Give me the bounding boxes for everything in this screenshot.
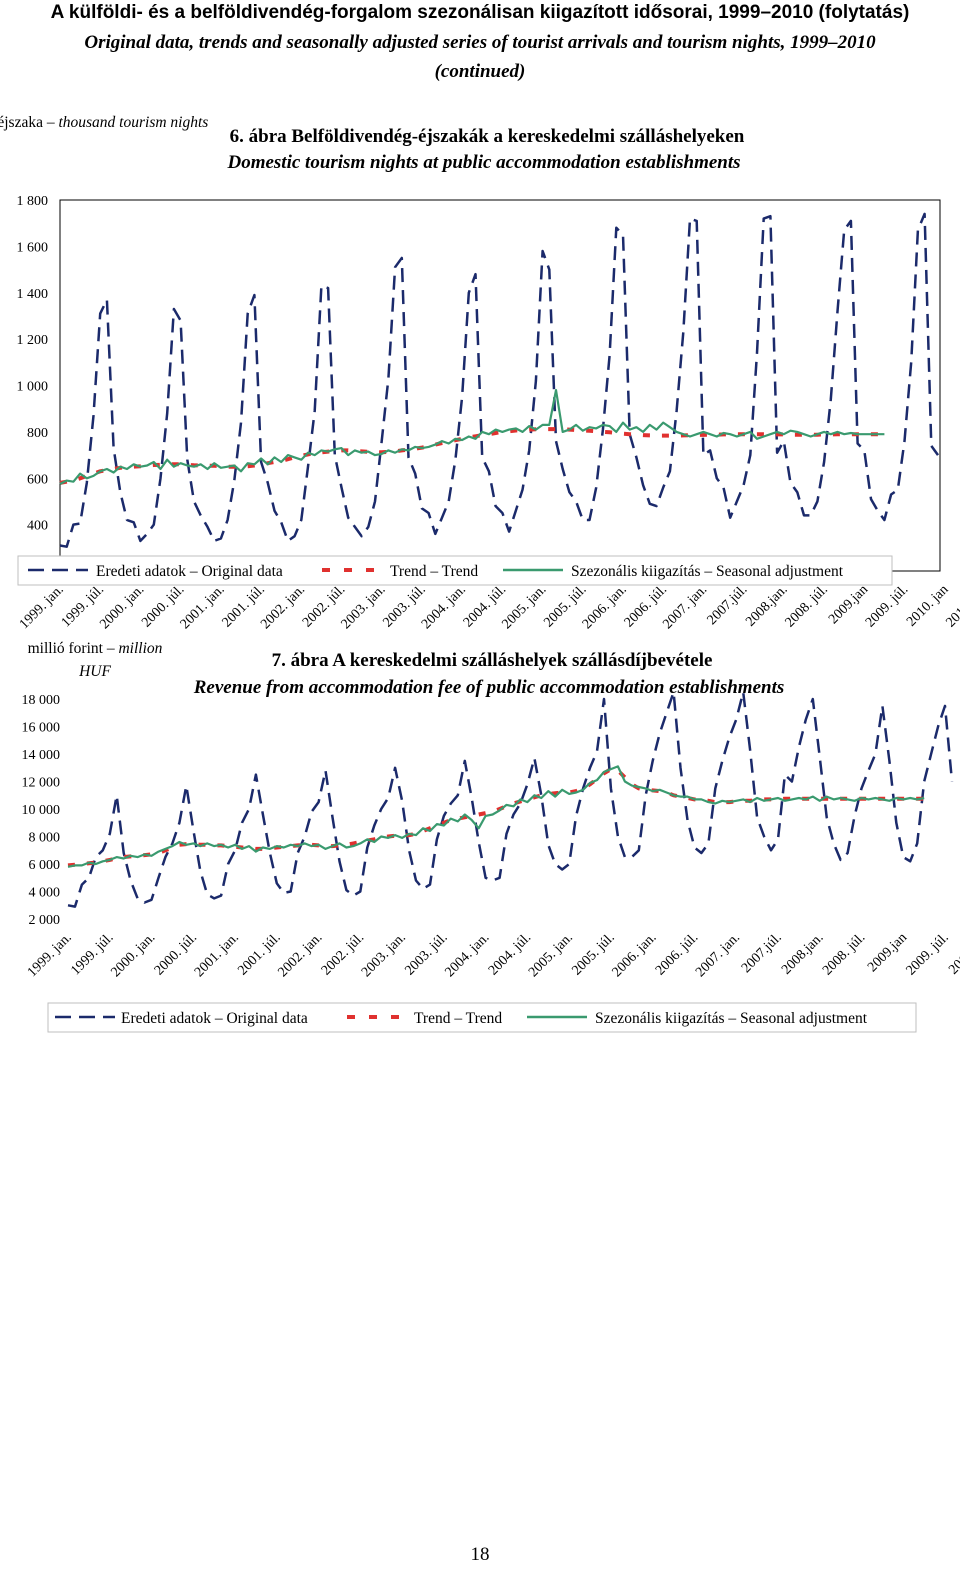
page-heading: A külföldi- és a belföldivendég-forgalom…	[0, 0, 960, 86]
chart-2-xtick-label: 2007. jan.	[693, 930, 743, 980]
chart-2-subtitle: Revenue from accommodation fee of public…	[193, 677, 785, 698]
chart-2-xtick-label: 2002. jan.	[275, 930, 325, 980]
chart-2-series-original	[67, 690, 954, 908]
legend-trend-label: Trend – Trend	[414, 1010, 502, 1027]
chart-1-xtick-label: 2007. jan.	[660, 582, 710, 632]
chart-2-title: 7. ábra A kereskedelmi szálláshelyek szá…	[272, 650, 713, 671]
chart-1-xtick-label: 2002. jan.	[258, 582, 308, 632]
chart-1-xtick-label: 2010. jan	[904, 582, 951, 629]
chart-2-xtick-label: 2000. jan.	[108, 930, 158, 980]
page-title-en-line1: Original data, trends and seasonally adj…	[84, 32, 876, 53]
chart-1-ytick-label: 600	[27, 472, 48, 487]
chart-1-xtick-label: 2008. júl.	[783, 582, 831, 630]
page-number: 18	[470, 1544, 490, 1565]
chart-2-series-seasonal	[67, 765, 925, 868]
chart-2-y-axis: 18 000 16 000 14 000 12 000 10 000 8 000 6 000…	[22, 693, 61, 928]
chart-1-title: 6. ábra Belföldivendég-éjszakák a keresk…	[230, 126, 745, 147]
chart-accommodation-revenue: millió forint – million HUF 7. ábra A ke…	[22, 640, 960, 1033]
chart-2-ytick-label: 12 000	[22, 776, 61, 791]
chart-2-ytick-label: 14 000	[22, 748, 61, 763]
chart-1-series-seasonal	[59, 389, 885, 485]
chart-2-unit-label-line1: millió forint – million	[28, 640, 163, 657]
chart-2-xtick-label: 2005. jan.	[526, 930, 576, 980]
chart-2-xtick-label: 2003. jan.	[359, 930, 409, 980]
chart-1-unit-label: ezer éjszaka – thousand tourism nights	[0, 114, 208, 131]
chart-2-legend: Eredeti adatok – Original data Trend – T…	[47, 1002, 917, 1033]
chart-1-xtick-label: 2007.júl.	[705, 582, 751, 628]
legend-trend-label: Trend – Trend	[390, 563, 478, 580]
chart-1-ytick-label: 1 600	[17, 240, 49, 255]
chart-2-xtick-label: 2009. júl.	[904, 930, 952, 978]
chart-2-ytick-label: 18 000	[22, 693, 61, 708]
chart-1-ytick-label: 1 800	[17, 194, 49, 209]
chart-2-series	[67, 690, 954, 908]
chart-1-series-original	[59, 212, 940, 548]
chart-1-xtick-label: 2008.jan.	[743, 582, 790, 629]
chart-1-xtick-label: 2000. jan.	[97, 582, 147, 632]
chart-domestic-nights: ezer éjszaka – thousand tourism nights 6…	[0, 114, 960, 632]
chart-2-xtick-label: 2008.jan.	[779, 930, 826, 977]
chart-1-ytick-label: 1 400	[17, 287, 49, 302]
chart-1-xtick-label: 2001. jan.	[178, 582, 228, 632]
chart-2-xtick-label: 1999. jan.	[25, 930, 75, 980]
legend-original-label: Eredeti adatok – Original data	[121, 1010, 308, 1027]
chart-1-xtick-label: 2009. júl.	[863, 582, 911, 630]
legend-seasonal-label: Szezonális kiigazítás – Seasonal adjustm…	[571, 563, 844, 580]
chart-2-xtick-label: 2001. jan.	[192, 930, 242, 980]
legend-seasonal-label: Szezonális kiigazítás – Seasonal adjustm…	[595, 1010, 868, 1027]
chart-1-xtick-label: 2006. jan.	[580, 582, 630, 632]
chart-2-ytick-label: 6 000	[29, 858, 61, 873]
chart-2-xtick-label: 2006. jan.	[610, 930, 660, 980]
chart-1-x-axis: 1999. jan.1999. júl.2000. jan.2000. júl.…	[17, 582, 960, 632]
chart-1-xtick-label: 2004. jan.	[419, 582, 469, 632]
chart-2-series-trend	[67, 767, 925, 868]
chart-2-ytick-label: 16 000	[22, 721, 61, 736]
chart-1-series	[59, 212, 940, 548]
chart-2-xtick-label: 2007.júl.	[739, 930, 785, 976]
page-title-en: Original data, trends and seasonally adj…	[0, 28, 960, 86]
chart-2-xtick-label: 2008. júl.	[820, 930, 868, 978]
legend-original-label: Eredeti adatok – Original data	[96, 563, 283, 580]
chart-1-legend: Eredeti adatok – Original data Trend – T…	[17, 555, 893, 586]
chart-1-subtitle: Domestic tourism nights at public accomm…	[226, 152, 740, 173]
chart-1-xtick-label: 1999. jan.	[17, 582, 67, 632]
page-title-hu: A külföldi- és a belföldivendég-forgalom…	[50, 2, 910, 23]
chart-1-xtick-label: 2005. jan.	[499, 582, 549, 632]
chart-2-xtick-label: 2004. jan.	[443, 930, 493, 980]
chart-2-ytick-label: 2 000	[29, 913, 61, 928]
chart-1-ytick-label: 1 200	[17, 333, 49, 348]
chart-2-ytick-label: 8 000	[29, 831, 61, 846]
chart-1-ytick-label: 400	[27, 519, 48, 534]
chart-2-ytick-label: 10 000	[22, 803, 61, 818]
chart-1-xtick-label: 2003. jan.	[339, 582, 389, 632]
chart-2-unit-label-line2: HUF	[78, 663, 111, 680]
chart-2-ytick-label: 4 000	[29, 886, 61, 901]
chart-1-ytick-label: 1 000	[17, 380, 49, 395]
chart-1-ytick-label: 800	[27, 426, 48, 441]
page-title-en-line2: (continued)	[434, 61, 526, 82]
chart-2-x-axis: 1999. jan.1999. júl.2000. jan.2000. júl.…	[25, 930, 960, 980]
